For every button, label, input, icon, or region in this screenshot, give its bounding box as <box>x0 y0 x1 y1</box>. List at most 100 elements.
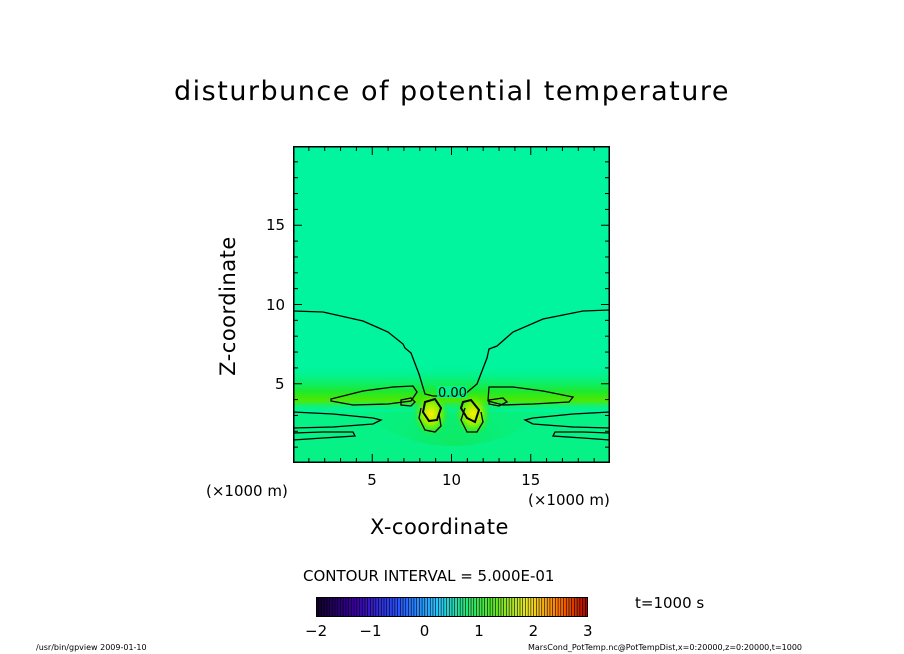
colorbar-cell <box>419 597 423 617</box>
colorbar-tick-label: −1 <box>359 622 382 640</box>
colorbar-cell <box>452 597 456 617</box>
colorbar-cell <box>528 597 532 617</box>
colorbar-cell <box>400 597 404 617</box>
colorbar-tick-label: 2 <box>528 622 539 640</box>
x-tick-label: 10 <box>442 471 462 489</box>
y-axis-label: Z-coordinate <box>216 236 240 376</box>
x-axis-label: X-coordinate <box>370 515 509 539</box>
colorbar-cell <box>364 597 368 617</box>
colorbar-cell <box>413 597 417 617</box>
colorbar-cell <box>326 597 330 617</box>
colorbar-cell <box>408 597 412 617</box>
colorbar-tick-label: 0 <box>419 622 430 640</box>
colorbar-cell <box>487 597 491 617</box>
colorbar-cell <box>348 597 352 617</box>
colorbar-cell <box>490 597 494 617</box>
colorbar-cell <box>335 597 339 617</box>
colorbar-cell <box>541 597 545 617</box>
colorbar-cell <box>579 597 583 617</box>
colorbar-cell <box>509 597 513 617</box>
colorbar-cell <box>356 597 360 617</box>
colorbar-cell <box>321 597 325 617</box>
colorbar-cell <box>397 597 401 617</box>
colorbar-cell <box>316 597 320 617</box>
colorbar-cell <box>373 597 377 617</box>
colorbar-cell <box>517 597 521 617</box>
colorbar-cell <box>479 597 483 617</box>
colorbar-cell <box>514 597 518 617</box>
colorbar-frame <box>316 597 588 617</box>
colorbar-cell <box>435 597 439 617</box>
contour-left-core <box>421 397 443 423</box>
colorbar-cell <box>549 597 553 617</box>
colorbar-cell <box>539 597 543 617</box>
colorbar-cell <box>465 597 469 617</box>
colorbar-tick-label: 1 <box>474 622 484 640</box>
colorbar-cell <box>337 597 341 617</box>
colorbar-cell <box>530 597 534 617</box>
colorbar-cell <box>384 597 388 617</box>
colorbar-cell <box>568 597 572 617</box>
colorbar-cell <box>577 597 581 617</box>
contour-left-small <box>400 397 416 407</box>
colorbar-tick-label: −2 <box>305 622 328 640</box>
contour-right-band <box>487 386 575 406</box>
colorbar-cell <box>359 597 363 617</box>
colorbar-cell <box>329 597 333 617</box>
colorbar-cell <box>476 597 480 617</box>
colorbar-cell <box>563 597 567 617</box>
colorbar-cell <box>552 597 556 617</box>
colorbar-cell <box>520 597 524 617</box>
colorbar-cell <box>443 597 447 617</box>
x-unit-label: (×1000 m) <box>528 491 610 509</box>
colorbar-cell <box>367 597 371 617</box>
contour-left-band <box>330 385 418 406</box>
colorbar-cell <box>432 597 436 617</box>
colorbar-cell <box>560 597 564 617</box>
contour-right-small <box>488 397 509 407</box>
colorbar-cell <box>484 597 488 617</box>
colorbar-cell <box>536 597 540 617</box>
colorbar-cell <box>468 597 472 617</box>
colorbar-cell <box>403 597 407 617</box>
colorbar-cell <box>473 597 477 617</box>
colorbar-cell <box>411 597 415 617</box>
colorbar-cell <box>370 597 374 617</box>
colorbar-cell <box>582 597 586 617</box>
colorbar-cell <box>454 597 458 617</box>
colorbar-cell <box>430 597 434 617</box>
colorbar-cell <box>405 597 409 617</box>
colorbar-cell <box>438 597 442 617</box>
colorbar-cell <box>503 597 507 617</box>
contour-interval-text: CONTOUR INTERVAL = 5.000E-01 <box>303 567 555 585</box>
colorbar-cell <box>566 597 570 617</box>
contour-lower-left-1 <box>293 411 383 429</box>
colorbar-cell <box>462 597 466 617</box>
colorbar-cell <box>427 597 431 617</box>
colorbar-cell <box>343 597 347 617</box>
colorbar-cell <box>441 597 445 617</box>
colorbar-cell <box>471 597 475 617</box>
colorbar-cell <box>381 597 385 617</box>
y-tick-label: 10 <box>266 295 286 314</box>
colorbar-cell <box>522 597 526 617</box>
colorbar-cell <box>511 597 515 617</box>
colorbar-cell <box>525 597 529 617</box>
colorbar-canvas <box>315 597 589 617</box>
axis-ticks <box>293 146 610 463</box>
colorbar-cell <box>340 597 344 617</box>
colorbar-cell <box>498 597 502 617</box>
y-tick-label: 15 <box>266 216 286 235</box>
colorbar-cell <box>547 597 551 617</box>
colorbar-cell <box>392 597 396 617</box>
colorbar-cell <box>481 597 485 617</box>
footer-right: MarsCond_PotTemp.nc@PotTempDist,x=0:2000… <box>528 643 803 652</box>
plot-area: 0.00 <box>293 146 610 463</box>
colorbar-cell <box>394 597 398 617</box>
colorbar-tick-label: 3 <box>583 622 593 640</box>
colorbar-cell <box>422 597 426 617</box>
colorbar-cell <box>324 597 328 617</box>
colorbar-cell <box>345 597 349 617</box>
colorbar-cell <box>332 597 336 617</box>
y-tick-label: 5 <box>275 374 285 393</box>
